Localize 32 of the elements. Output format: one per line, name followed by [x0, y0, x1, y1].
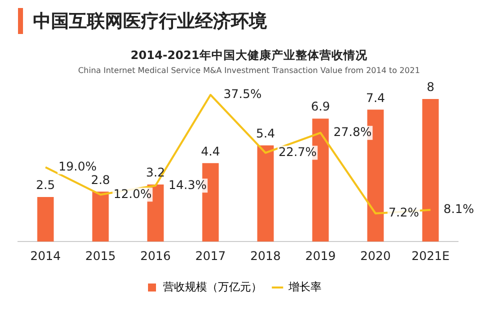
x-tick-label: 2017	[195, 248, 226, 263]
x-tick-label: 2019	[305, 248, 336, 263]
chart-title: 中国互联网医疗行业经济环境	[33, 10, 267, 33]
chart-subtitle: 2014-2021年中国大健康产业整体营收情况	[130, 48, 368, 63]
x-tick-label: 2018	[250, 248, 281, 263]
x-tick-label: 2020	[360, 248, 391, 263]
x-tick-label: 2015	[85, 248, 116, 263]
data-label: 14.3%	[168, 178, 207, 192]
x-tick-label: 2014	[30, 248, 61, 263]
legend-label: 增长率	[288, 280, 322, 294]
data-label: 7.2%	[388, 206, 419, 220]
data-label: 2.8	[90, 172, 110, 187]
data-label: 22.7%	[278, 144, 317, 159]
x-tick-label: 2016	[140, 248, 171, 263]
x-tick-label: 2021E	[411, 248, 450, 263]
data-label: 4.4	[200, 144, 220, 158]
bar	[422, 98, 439, 242]
data-label: 12.0%	[114, 186, 152, 201]
text: China Internet Medical Service M&A Investment Transaction Value from 2014 to 2021	[77, 66, 421, 75]
data-label: 6.9	[310, 100, 330, 114]
legend-label: 营收规模（万亿元）	[163, 280, 262, 294]
data-label: 2.5	[36, 178, 56, 192]
data-label: 19.0%	[58, 159, 97, 174]
data-label: 27.8%	[334, 124, 372, 139]
bar	[37, 197, 54, 242]
data-label: 8.1%	[444, 202, 474, 216]
bar	[92, 192, 109, 242]
data-label: 7.4	[366, 90, 386, 105]
bar	[257, 145, 274, 242]
data-label: 5.4	[256, 126, 276, 140]
data-label: 8	[426, 80, 434, 94]
data-label: 37.5%	[224, 86, 262, 101]
